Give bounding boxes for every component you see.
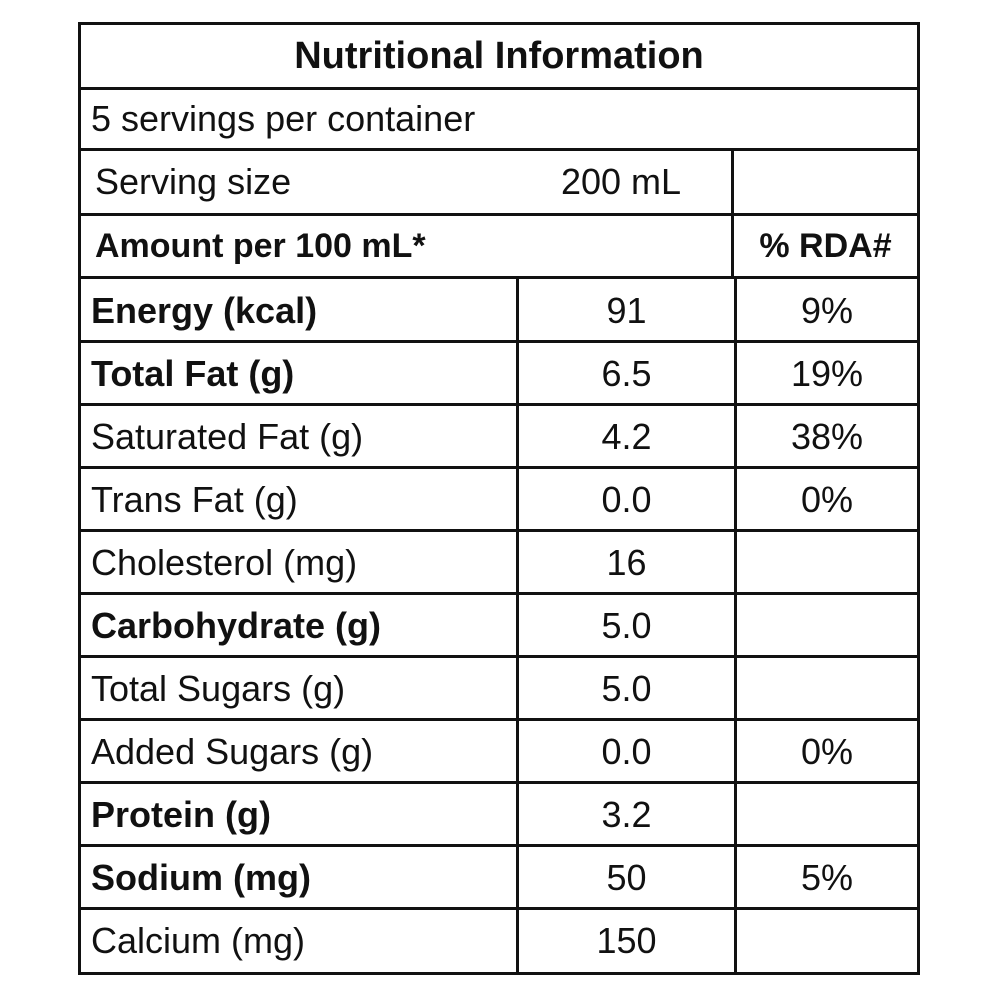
- nutrient-amount: 50: [606, 856, 647, 898]
- rule: [81, 87, 917, 90]
- rule: [81, 276, 917, 279]
- nutrient-amount: 150: [596, 919, 657, 961]
- nutrient-rda: 19%: [790, 352, 864, 394]
- rule: [81, 529, 917, 532]
- rule: [81, 213, 917, 216]
- nutrient-rda: 9%: [800, 289, 854, 331]
- nutrient-name: Added Sugars (g): [91, 730, 374, 772]
- nutrient-amount: 5.0: [601, 604, 652, 646]
- nutrient-amount: 6.5: [601, 352, 652, 394]
- nutrient-rda: 0%: [800, 730, 854, 772]
- title: Nutritional Information: [294, 34, 704, 77]
- serving-size-label: Serving size: [95, 161, 292, 202]
- rule: [516, 276, 519, 972]
- nutrient-amount: 0.0: [601, 730, 652, 772]
- nutrient-name: Energy (kcal): [91, 289, 318, 331]
- serving-size-value: 200 mL: [560, 161, 682, 202]
- nutrient-name: Calcium (mg): [91, 919, 306, 961]
- nutrient-amount: 5.0: [601, 667, 652, 709]
- nutrient-amount: 3.2: [601, 793, 652, 835]
- rule: [81, 466, 917, 469]
- nutrient-amount: 0.0: [601, 478, 652, 520]
- nutrient-name: Carbohydrate (g): [91, 604, 382, 646]
- rule: [81, 148, 917, 151]
- nutrient-rda: 0%: [800, 478, 854, 520]
- nutrient-name: Protein (g): [91, 793, 271, 835]
- rda-header: % RDA#: [759, 226, 892, 265]
- nutrient-amount: 4.2: [601, 415, 652, 457]
- servings: 5 servings per container: [91, 98, 476, 139]
- nutrition-table: Nutritional Information 5 servings per c…: [78, 22, 920, 975]
- rule: [81, 718, 917, 721]
- rule: [81, 403, 917, 406]
- nutrient-name: Cholesterol (mg): [91, 541, 358, 583]
- nutrient-rda: 38%: [790, 415, 864, 457]
- rule: [81, 655, 917, 658]
- nutrient-name: Total Fat (g): [91, 352, 295, 394]
- rule: [81, 340, 917, 343]
- amount-header: Amount per 100 mL*: [95, 226, 426, 265]
- nutrient-rda: 5%: [800, 856, 854, 898]
- nutrient-amount: 91: [606, 289, 647, 331]
- nutrient-name: Total Sugars (g): [91, 667, 346, 709]
- rule: [731, 148, 734, 276]
- nutrient-name: Sodium (mg): [91, 856, 311, 898]
- rule: [81, 844, 917, 847]
- rule: [81, 781, 917, 784]
- rule: [81, 592, 917, 595]
- nutrient-name: Saturated Fat (g): [91, 415, 364, 457]
- rule: [734, 276, 737, 972]
- nutrient-name: Trans Fat (g): [91, 478, 298, 520]
- rule: [81, 907, 917, 910]
- nutrient-amount: 16: [606, 541, 647, 583]
